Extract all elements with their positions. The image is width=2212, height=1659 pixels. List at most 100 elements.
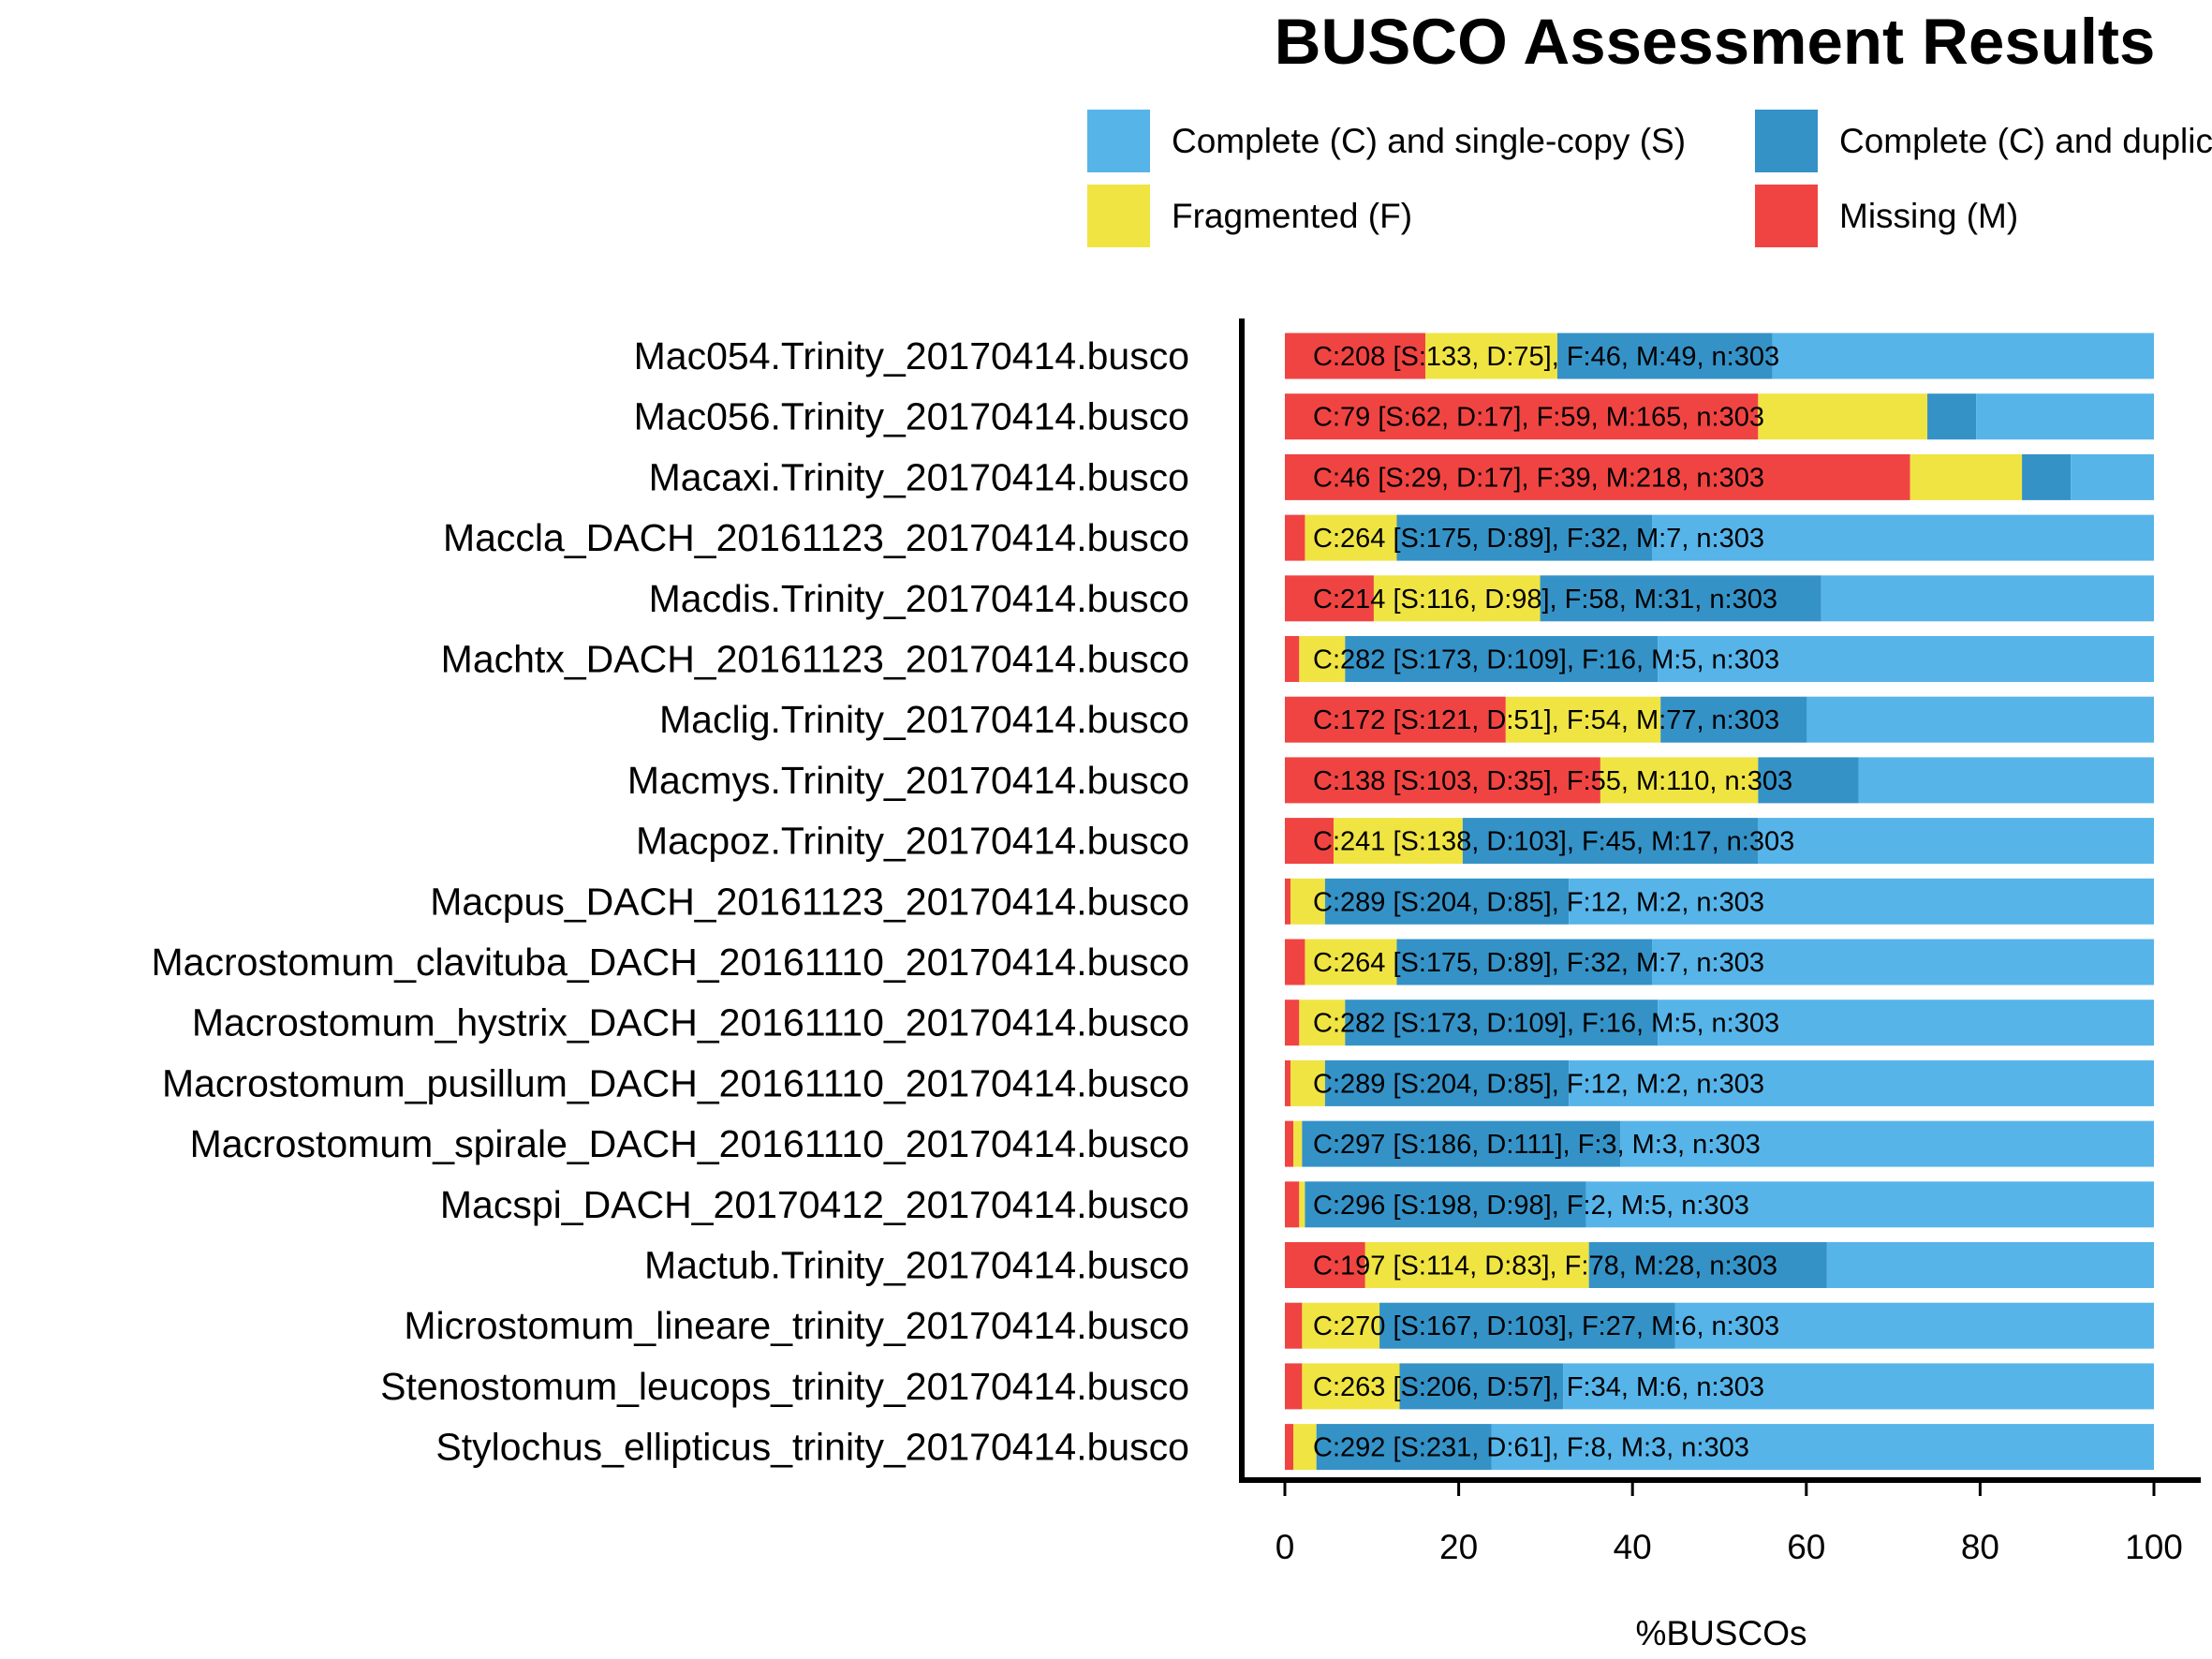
legend-label-f: Fragmented (F) — [1172, 197, 1412, 235]
bar-row: C:172 [S:121, D:51], F:54, M:77, n:303 — [1285, 696, 2154, 743]
x-tick-label: 40 — [1614, 1528, 1652, 1566]
bar-label: C:264 [S:175, D:89], F:32, M:7, n:303 — [1313, 524, 1764, 554]
x-axis-title: %BUSCOs — [1636, 1614, 1807, 1652]
bar-segment-f — [1290, 1059, 1325, 1106]
bar-segment-s — [1858, 757, 2154, 804]
bar-segment-m — [1285, 696, 1506, 743]
category-label: Macrostomum_hystrix_DACH_20161110_201704… — [192, 1001, 1189, 1044]
bar-segment-m — [1285, 514, 1305, 561]
bar-label: C:172 [S:121, D:51], F:54, M:77, n:303 — [1313, 705, 1779, 735]
bar-segment-d — [1399, 1363, 1564, 1410]
bar-row: C:138 [S:103, D:35], F:55, M:110, n:303 — [1285, 757, 2154, 804]
category-label: Macpus_DACH_20161123_20170414.busco — [430, 880, 1189, 923]
bar-row: C:79 [S:62, D:17], F:59, M:165, n:303 — [1285, 393, 2154, 440]
bar-segment-m — [1285, 1242, 1365, 1288]
category-label: Macrostomum_spirale_DACH_20161110_201704… — [190, 1122, 1189, 1165]
bar-segment-f — [1293, 1424, 1317, 1471]
bar-segment-m — [1285, 757, 1600, 804]
axes: 0 20 40 60 80 100 — [1239, 318, 2201, 1566]
bar-segment-s — [2071, 453, 2154, 500]
category-label: Macspi_DACH_20170412_20170414.busco — [440, 1183, 1189, 1226]
bar-segment-f — [1373, 575, 1541, 622]
bar-segment-f — [1600, 757, 1759, 804]
bar-segment-d — [1345, 1000, 1659, 1046]
bar-segment-f — [1505, 696, 1661, 743]
bar-segment-f — [1290, 878, 1325, 925]
bar-label: C:282 [S:173, D:109], F:16, M:5, n:303 — [1313, 1009, 1779, 1039]
legend: Complete (C) and single-copy (S) Complete… — [1087, 110, 2212, 247]
bar-row: C:208 [S:133, D:75], F:46, M:49, n:303 — [1285, 333, 2154, 379]
bar-label: C:292 [S:231, D:61], F:8, M:3, n:303 — [1313, 1433, 1749, 1463]
bar-segment-d — [1758, 757, 1859, 804]
category-label: Mac054.Trinity_20170414.busco — [634, 334, 1189, 378]
bar-segment-m — [1285, 1000, 1300, 1046]
bar-segment-s — [1569, 878, 2154, 925]
category-labels: Mac054.Trinity_20170414.busco Mac056.Trin… — [152, 334, 1189, 1469]
bar-segment-f — [1305, 514, 1397, 561]
bar-row: C:282 [S:173, D:109], F:16, M:5, n:303 — [1285, 1000, 2154, 1046]
x-tick-label: 20 — [1439, 1528, 1478, 1566]
category-label: Macdis.Trinity_20170414.busco — [649, 577, 1189, 620]
bar-row: C:270 [S:167, D:103], F:27, M:6, n:303 — [1285, 1302, 2154, 1349]
bar-segment-m — [1285, 939, 1305, 985]
bar-segment-m — [1285, 1363, 1303, 1410]
bar-segment-d — [1462, 818, 1759, 865]
bar-segment-d — [2022, 453, 2072, 500]
bar-segment-s — [1563, 1363, 2154, 1410]
category-label: Stenostomum_leucops_trinity_20170414.bus… — [380, 1365, 1189, 1408]
bar-segment-f — [1299, 1000, 1346, 1046]
bar-segment-f — [1302, 1363, 1400, 1410]
bar-segment-s — [1772, 333, 2154, 379]
bar-segment-d — [1345, 636, 1659, 682]
bar-segment-d — [1305, 1181, 1586, 1228]
bar-label: C:46 [S:29, D:17], F:39, M:218, n:303 — [1313, 463, 1764, 493]
category-label: Machtx_DACH_20161123_20170414.busco — [441, 638, 1189, 681]
bar-segment-d — [1379, 1302, 1675, 1349]
bar-segment-s — [1620, 1120, 2154, 1167]
bar-label: C:289 [S:204, D:85], F:12, M:2, n:303 — [1313, 887, 1764, 917]
bar-segment-m — [1285, 1181, 1300, 1228]
bar-segment-s — [1674, 1302, 2154, 1349]
bar-segment-s — [1491, 1424, 2154, 1471]
category-label: Macaxi.Trinity_20170414.busco — [649, 455, 1189, 498]
legend-swatch-s — [1087, 110, 1150, 172]
bar-segment-d — [1927, 393, 1977, 440]
bar-segment-m — [1285, 818, 1335, 865]
category-label: Maclig.Trinity_20170414.busco — [659, 698, 1189, 741]
bar-segment-f — [1299, 1181, 1305, 1228]
category-label: Macrostomum_pusillum_DACH_20161110_20170… — [162, 1061, 1189, 1104]
bar-segment-s — [1806, 696, 2154, 743]
bar-segment-m — [1285, 1059, 1291, 1106]
bar-segment-f — [1299, 636, 1346, 682]
bar-segment-d — [1316, 1424, 1492, 1471]
bar-row: C:289 [S:204, D:85], F:12, M:2, n:303 — [1285, 1059, 2154, 1106]
bar-label: C:270 [S:167, D:103], F:27, M:6, n:303 — [1313, 1311, 1779, 1341]
bar-segment-s — [1821, 575, 2154, 622]
bar-label: C:208 [S:133, D:75], F:46, M:49, n:303 — [1313, 342, 1779, 372]
bar-segment-m — [1285, 575, 1374, 622]
legend-swatch-d — [1755, 110, 1818, 172]
bar-label: C:282 [S:173, D:109], F:16, M:5, n:303 — [1313, 645, 1779, 675]
bar-segment-s — [1658, 1000, 2154, 1046]
bar-segment-s — [1585, 1181, 2154, 1228]
bar-segment-f — [1910, 453, 2023, 500]
bar-segment-m — [1285, 393, 1759, 440]
bar-segment-f — [1364, 1242, 1589, 1288]
category-label: Macrostomum_clavituba_DACH_20161110_2017… — [152, 941, 1189, 984]
bar-label: C:264 [S:175, D:89], F:32, M:7, n:303 — [1313, 948, 1764, 978]
legend-label-d: Complete (C) and duplicated (D) — [1839, 122, 2212, 160]
bar-segment-f — [1758, 393, 1928, 440]
x-tick-label: 80 — [1961, 1528, 1999, 1566]
bar-segment-d — [1660, 696, 1807, 743]
category-label: Macmys.Trinity_20170414.busco — [627, 759, 1189, 802]
bar-segment-s — [1652, 514, 2154, 561]
bar-segment-d — [1324, 1059, 1570, 1106]
bar-segment-f — [1302, 1302, 1380, 1349]
category-label: Microstomum_lineare_trinity_20170414.bus… — [404, 1304, 1189, 1347]
bar-row: C:241 [S:138, D:103], F:45, M:17, n:303 — [1285, 818, 2154, 865]
bar-segment-f — [1425, 333, 1557, 379]
bar-segment-m — [1285, 1424, 1294, 1471]
bar-label: C:197 [S:114, D:83], F:78, M:28, n:303 — [1313, 1252, 1777, 1281]
category-label: Mactub.Trinity_20170414.busco — [644, 1244, 1189, 1287]
